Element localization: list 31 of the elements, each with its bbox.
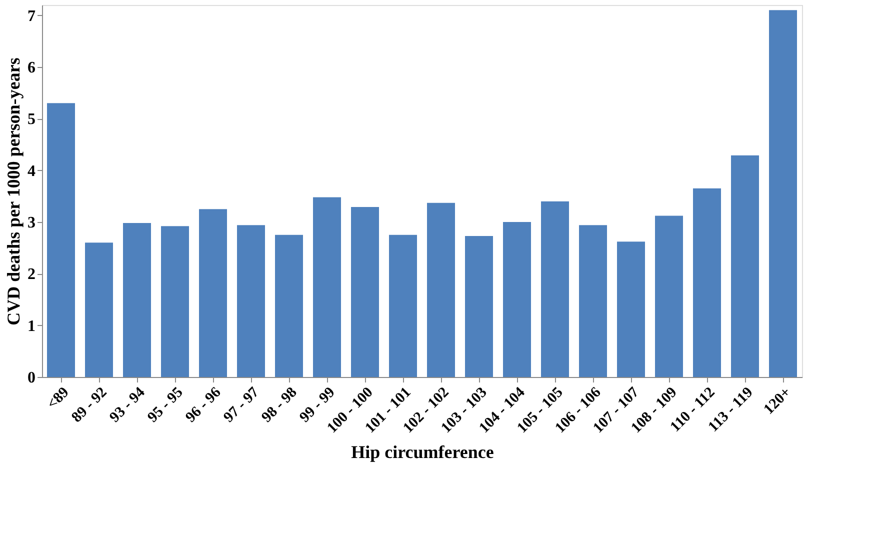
bar [199, 209, 227, 377]
bar [47, 103, 75, 377]
bar [465, 236, 493, 377]
y-axis-title: CVD deaths per 1000 person-years [4, 58, 24, 326]
x-axis-title: Hip circumference [351, 442, 494, 462]
bar [579, 225, 607, 377]
bar [655, 216, 683, 377]
bar [503, 222, 531, 377]
y-tick-label: 4 [28, 162, 36, 180]
y-tick-label: 6 [28, 60, 36, 76]
bar [351, 207, 379, 377]
y-tick-label: 0 [28, 370, 36, 386]
bar [427, 202, 455, 377]
bar [85, 242, 113, 377]
y-tick-label: 7 [28, 8, 36, 25]
y-tick-label: 5 [28, 111, 36, 128]
bar [769, 10, 797, 377]
y-tick-label: 2 [28, 266, 36, 284]
bar [617, 242, 645, 377]
bar [389, 234, 417, 377]
bar [161, 226, 189, 377]
bar [693, 188, 721, 377]
bar [275, 234, 303, 377]
x-tick-label: 120+ [761, 384, 794, 418]
bar [237, 225, 265, 377]
y-tick-label: 1 [28, 318, 36, 335]
bar [313, 197, 341, 377]
bar [541, 201, 569, 377]
y-tick-label: 3 [28, 214, 36, 232]
bar [731, 155, 759, 377]
bar [123, 223, 151, 377]
